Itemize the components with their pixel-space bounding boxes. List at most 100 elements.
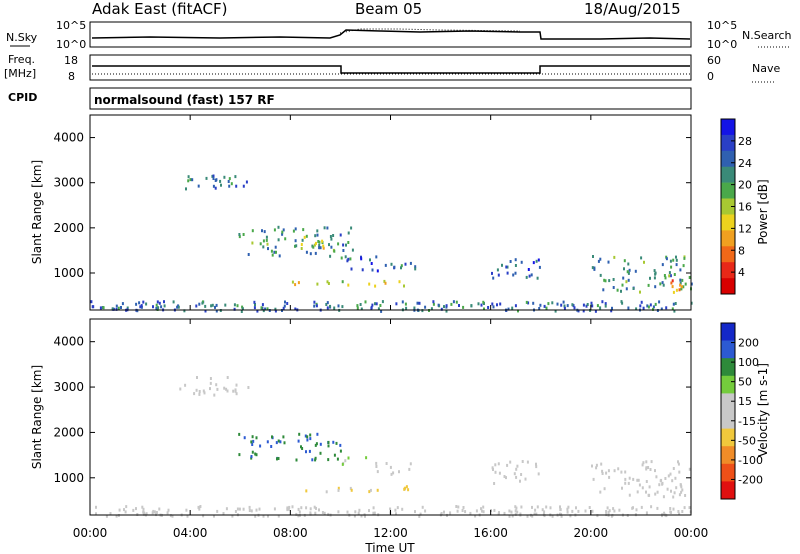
echo-cell <box>604 302 607 306</box>
echo-cell <box>118 508 121 512</box>
echo-cell <box>330 237 333 241</box>
echo-cell <box>294 283 297 287</box>
echo-cell <box>688 276 691 279</box>
echo-cell <box>236 304 239 308</box>
echo-cell <box>302 228 305 232</box>
echo-cell <box>421 309 424 313</box>
echo-cell <box>253 300 256 304</box>
echo-cell <box>313 300 316 304</box>
echo-cell <box>622 276 625 280</box>
velocity-colorbar-label: Velocity [m s-1] <box>756 363 770 457</box>
echo-cell <box>690 282 693 286</box>
echo-cell <box>535 259 538 263</box>
echo-cell <box>353 514 356 518</box>
echo-cell <box>640 256 643 260</box>
echo-cell <box>514 512 517 516</box>
echo-cell <box>318 508 320 512</box>
echo-cell <box>482 300 485 304</box>
echo-cell <box>209 377 212 380</box>
echo-cell <box>300 445 302 449</box>
nsky-line <box>91 29 691 40</box>
echo-cell <box>586 303 589 306</box>
echo-cell <box>398 280 401 284</box>
echo-cell <box>392 471 395 475</box>
echo-cell <box>628 476 631 480</box>
nsearch-tick-low: 10^0 <box>707 38 737 51</box>
echo-cell <box>347 257 350 261</box>
echo-cell <box>203 391 206 395</box>
y-tick-label: 1000 <box>53 266 84 280</box>
echo-cell <box>346 510 349 514</box>
echo-cell <box>652 305 655 309</box>
echo-cell <box>628 268 631 272</box>
echo-cell <box>605 471 608 475</box>
echo-cell <box>273 507 276 511</box>
echo-cell <box>543 510 546 514</box>
echo-cell <box>672 507 675 511</box>
echo-cell <box>531 514 534 518</box>
echo-cell <box>494 470 497 474</box>
echo-cell <box>380 309 383 313</box>
echo-cell <box>654 302 657 306</box>
echo-cell <box>143 511 146 515</box>
echo-cell <box>325 490 328 494</box>
echo-cell <box>344 255 347 259</box>
echo-cell <box>626 270 629 274</box>
echo-cell <box>254 514 257 518</box>
echo-cell <box>316 229 319 233</box>
echo-cell <box>286 302 289 305</box>
echo-cell <box>332 440 335 444</box>
echo-cell <box>211 174 214 178</box>
y-tick-label: 4000 <box>53 335 84 349</box>
echo-cell <box>627 278 630 282</box>
echo-cell <box>526 460 529 464</box>
echo-cell <box>384 263 387 267</box>
echo-cell <box>201 301 204 305</box>
echo-cell <box>171 514 174 518</box>
echo-cell <box>315 506 317 510</box>
echo-cell <box>254 303 256 306</box>
echo-cell <box>325 303 328 306</box>
echo-cell <box>339 233 342 237</box>
echo-cell <box>327 512 330 516</box>
echo-cell <box>602 288 605 292</box>
y-tick-label: 3000 <box>53 380 84 394</box>
echo-cell <box>592 255 594 258</box>
echo-cell <box>277 514 280 518</box>
echo-cell <box>215 383 218 387</box>
echo-cell <box>305 450 307 454</box>
echo-cell <box>322 244 325 248</box>
echo-cell <box>603 278 606 282</box>
echo-cell <box>421 505 424 509</box>
echo-cell <box>242 184 245 188</box>
echo-cell <box>659 479 662 483</box>
echo-cell <box>261 303 264 307</box>
echo-cell <box>277 225 280 229</box>
echo-cell <box>621 301 624 305</box>
echo-cell <box>599 257 602 261</box>
echo-cell <box>508 514 511 518</box>
echo-cell <box>337 510 340 514</box>
echo-cell <box>99 306 102 310</box>
echo-cell <box>374 284 377 288</box>
echo-cell <box>275 250 277 254</box>
colorbar-swatch <box>721 278 735 295</box>
echo-cell <box>658 483 661 487</box>
echo-cell <box>554 309 557 313</box>
echo-cell <box>637 478 640 482</box>
nave-tick-low: 0 <box>707 70 714 83</box>
echo-region-4 <box>340 255 417 273</box>
echo-cell <box>497 273 500 277</box>
echo-cell <box>368 490 371 494</box>
echo-cell <box>241 305 244 309</box>
echo-cell <box>424 509 427 513</box>
echo-cell <box>647 305 650 309</box>
echo-cell <box>276 457 278 461</box>
echo-cell <box>390 472 393 476</box>
echo-cell <box>291 505 294 509</box>
echo-cell <box>235 383 238 387</box>
echo-cell <box>608 475 611 479</box>
echo-cell <box>115 304 118 308</box>
echo-cell <box>405 306 408 310</box>
echo-cell <box>549 506 552 510</box>
